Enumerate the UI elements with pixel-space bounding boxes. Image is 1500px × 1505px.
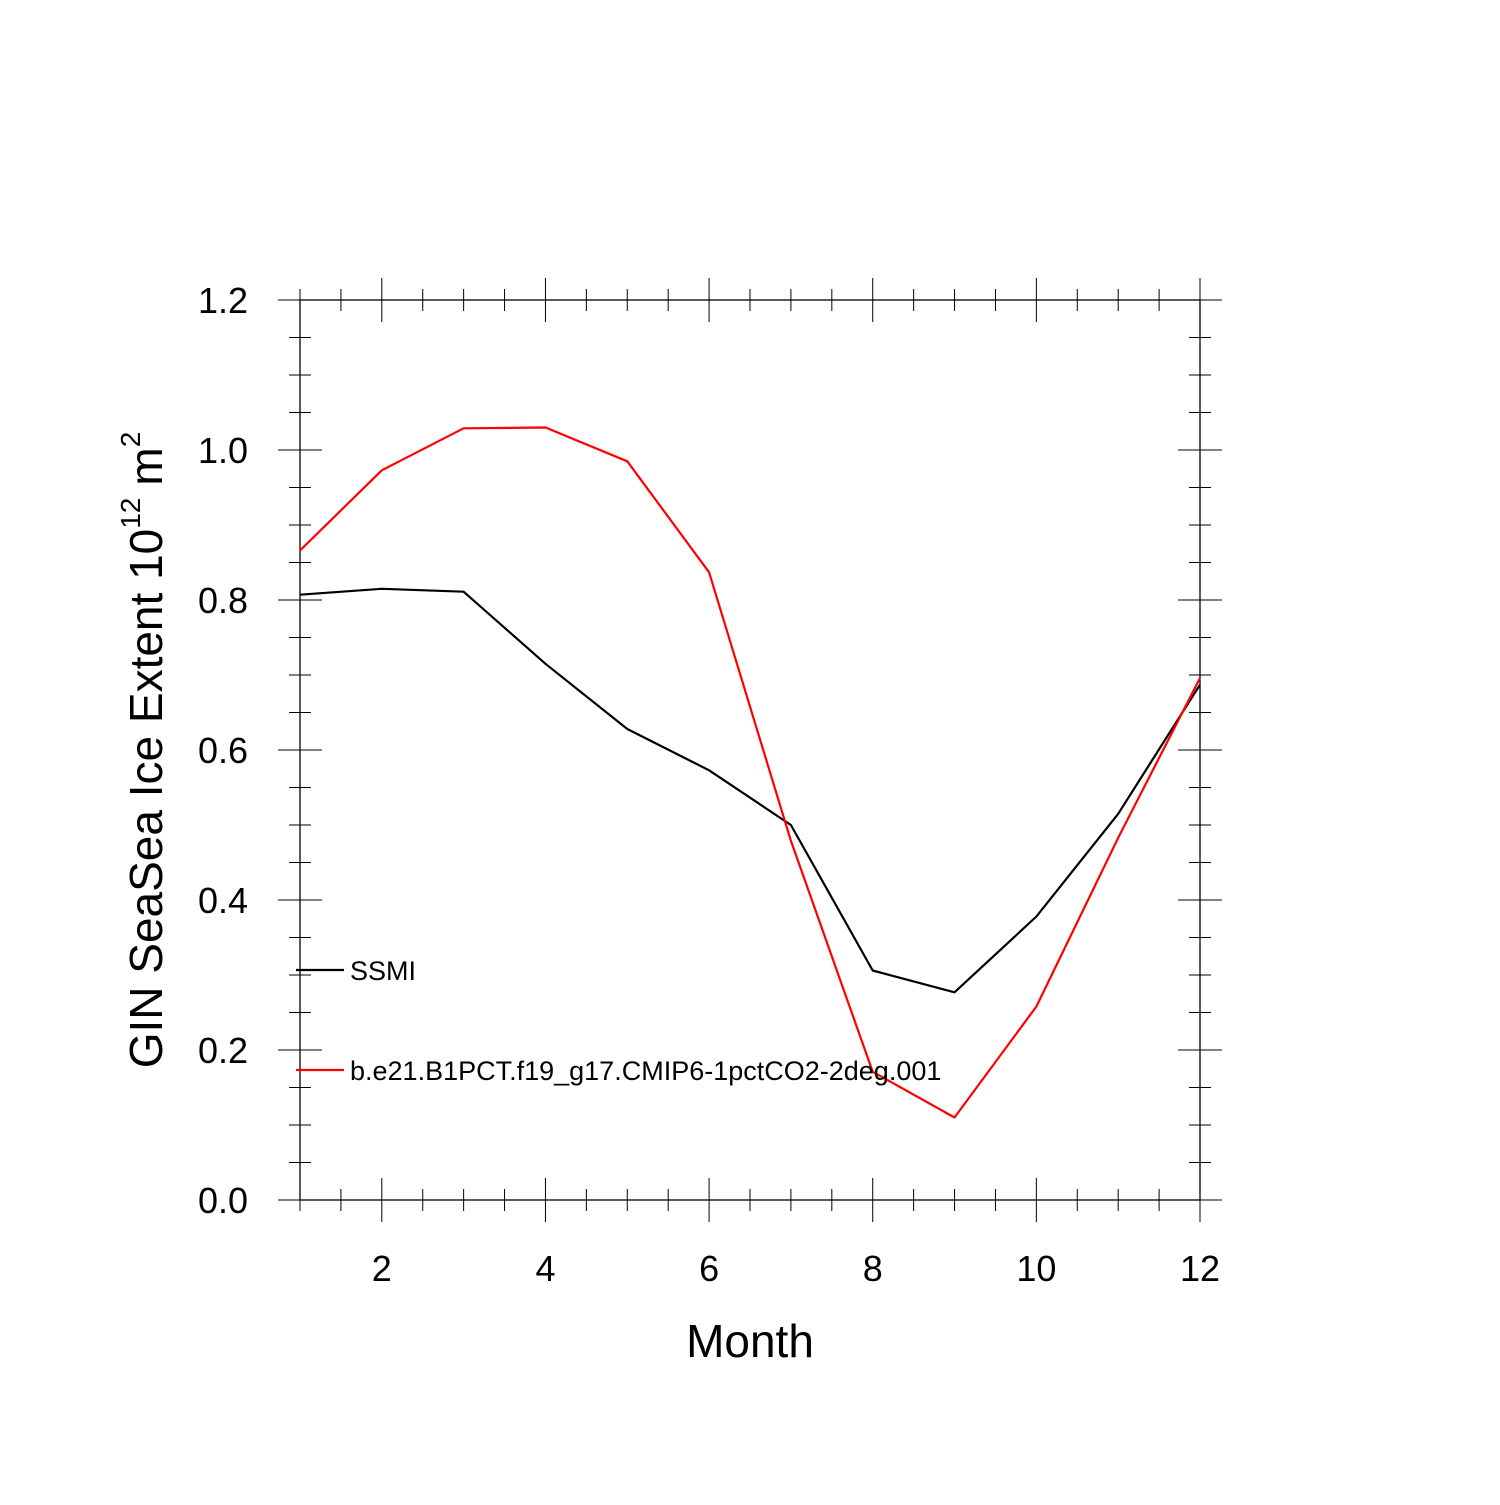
legend-label: SSMI bbox=[350, 956, 416, 986]
y-tick-label: 1.0 bbox=[198, 430, 248, 471]
y-tick-label: 0.6 bbox=[198, 730, 248, 771]
x-tick-label: 4 bbox=[535, 1248, 555, 1289]
x-axis-label: Month bbox=[686, 1315, 814, 1367]
y-tick-label: 0.0 bbox=[198, 1180, 248, 1221]
series-lines bbox=[299, 426, 1201, 1119]
legend: SSMI b.e21.B1PCT.f19_g17.CMIP6-1pctCO2-2d… bbox=[296, 956, 941, 1086]
y-tick-label: 0.4 bbox=[198, 880, 248, 921]
y-tick-label: 1.2 bbox=[198, 280, 248, 321]
series-line-ssmi bbox=[299, 587, 1201, 994]
x-tick-label: 8 bbox=[863, 1248, 883, 1289]
x-axis-tick-labels: 2 4 6 8 10 12 bbox=[372, 1248, 1220, 1289]
y-axis-label-exponent: 12 bbox=[115, 498, 146, 529]
y-tick-label: 0.2 bbox=[198, 1030, 248, 1071]
y-axis-tick-labels: 0.0 0.2 0.4 0.6 0.8 1.0 1.2 bbox=[198, 280, 248, 1221]
y-tick-label: 0.8 bbox=[198, 580, 248, 621]
y-axis-label-main: GIN SeaSea Ice Extent 10 bbox=[120, 529, 172, 1069]
x-tick-label: 12 bbox=[1180, 1248, 1220, 1289]
x-tick-label: 10 bbox=[1016, 1248, 1056, 1289]
x-tick-label: 6 bbox=[699, 1248, 719, 1289]
x-tick-label: 2 bbox=[372, 1248, 392, 1289]
y-axis-ticks bbox=[278, 299, 1222, 1201]
legend-label: b.e21.B1PCT.f19_g17.CMIP6-1pctCO2-2deg.0… bbox=[350, 1056, 941, 1086]
y-axis-label-unit: m bbox=[120, 447, 172, 485]
series-line-model bbox=[299, 426, 1201, 1119]
y-axis-label-unit-exponent: 2 bbox=[115, 432, 146, 448]
y-axis-label: GIN SeaSea Ice Extent 1012 m2 bbox=[115, 432, 172, 1069]
